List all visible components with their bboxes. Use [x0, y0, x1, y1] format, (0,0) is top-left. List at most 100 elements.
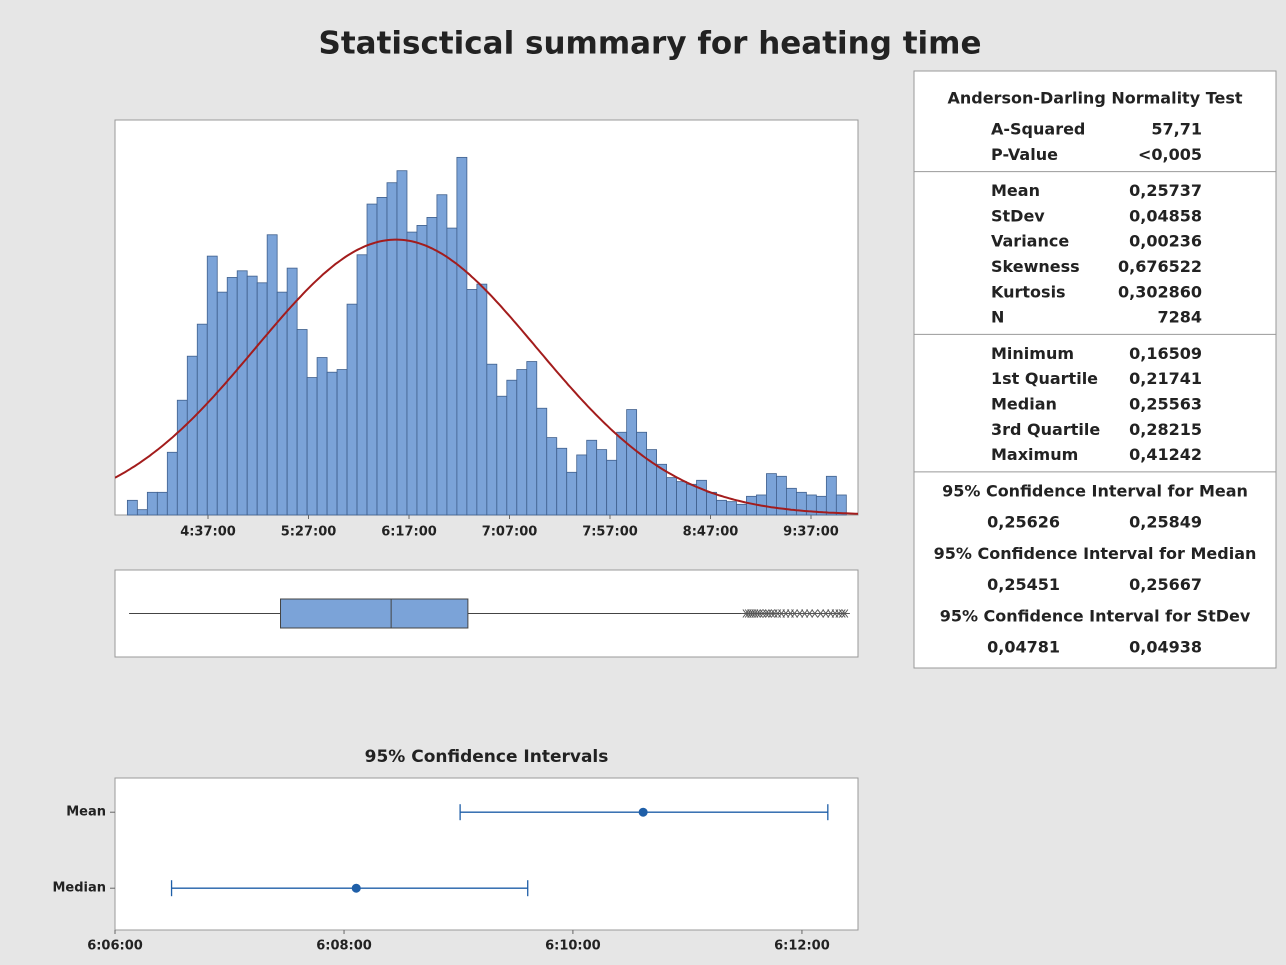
x-tick-label: 7:57:00 — [582, 525, 638, 540]
bar — [636, 431, 648, 516]
bar — [666, 477, 677, 516]
bar — [426, 217, 438, 516]
bar — [536, 407, 548, 516]
bar — [416, 225, 428, 516]
stat-label: Skewness — [991, 257, 1080, 276]
point — [351, 883, 361, 893]
bar — [136, 509, 148, 516]
bar — [126, 499, 138, 516]
point — [638, 807, 648, 817]
ci-lower: 0,25451 — [987, 575, 1060, 594]
bar — [146, 491, 158, 516]
bar — [246, 275, 258, 516]
bar — [556, 447, 568, 516]
bar — [216, 291, 228, 516]
stat-value: 7284 — [1157, 308, 1202, 327]
stat-value: 0,676522 — [1118, 257, 1202, 276]
table-header: 95% Confidence Interval for Mean — [942, 481, 1248, 500]
ci-lower: 0,04781 — [987, 637, 1060, 656]
bar — [396, 170, 408, 516]
x-tick-label: 6:17:00 — [381, 525, 437, 540]
bar — [446, 227, 458, 516]
interval-panel — [114, 777, 859, 931]
bar — [736, 503, 747, 516]
bar — [516, 369, 528, 516]
bar — [546, 437, 558, 516]
bar — [696, 479, 707, 516]
bar — [506, 379, 518, 516]
table-header: Anderson-Darling Normality Test — [947, 89, 1242, 108]
stat-value: 0,00236 — [1129, 232, 1202, 251]
bar — [166, 451, 178, 516]
bar — [706, 491, 717, 516]
stat-value: 57,71 — [1151, 120, 1202, 139]
stat-value: 0,21741 — [1129, 369, 1202, 388]
x-tick-label: 5:27:00 — [281, 525, 337, 540]
bar — [236, 270, 248, 516]
bar — [356, 254, 368, 516]
bar — [186, 355, 198, 516]
stat-value: <0,005 — [1138, 145, 1202, 164]
stat-label: A-Squared — [991, 120, 1085, 139]
ci-upper: 0,25849 — [1129, 512, 1202, 531]
stat-value: 0,04858 — [1129, 206, 1202, 225]
bar — [746, 495, 757, 516]
chart-title: Statisctical summary for heating time — [319, 26, 982, 62]
bar — [466, 289, 478, 516]
stat-value: 0,25737 — [1129, 181, 1202, 200]
stat-label: StDev — [991, 206, 1045, 225]
stat-label: Median — [991, 395, 1057, 414]
stats-table — [913, 70, 1277, 669]
stat-label: Maximum — [991, 445, 1078, 464]
bar — [825, 475, 837, 516]
stat-label: Kurtosis — [991, 282, 1066, 301]
bar — [386, 182, 398, 516]
bar — [686, 483, 697, 516]
bar — [406, 231, 418, 516]
stat-label: P-Value — [991, 145, 1058, 164]
bar — [486, 363, 498, 516]
stat-label: Minimum — [991, 344, 1074, 363]
bar — [296, 329, 308, 516]
bar — [616, 431, 628, 516]
bar — [436, 194, 448, 516]
bar — [576, 454, 588, 516]
bar — [566, 471, 578, 516]
bar — [626, 409, 638, 516]
bar — [726, 501, 737, 516]
ci-upper: 0,25667 — [1129, 575, 1202, 594]
stat-label: Variance — [991, 232, 1069, 251]
x-tick-label: 4:37:00 — [180, 525, 236, 540]
bar — [176, 399, 188, 516]
bar — [766, 473, 777, 516]
x-tick-label: 6:08:00 — [316, 939, 372, 954]
bar — [476, 283, 488, 516]
table-header: 95% Confidence Interval for StDev — [940, 606, 1251, 625]
bar — [366, 203, 378, 516]
outlier — [839, 609, 850, 618]
bar — [596, 449, 608, 516]
stat-label: N — [991, 308, 1004, 327]
stat-label: 3rd Quartile — [991, 420, 1100, 439]
bar — [526, 361, 538, 516]
bar — [326, 371, 338, 516]
stat-value: 0,16509 — [1129, 344, 1202, 363]
bar — [676, 481, 687, 516]
bar — [586, 439, 598, 516]
y-tick-label: Median — [52, 881, 106, 896]
stat-label: Mean — [991, 181, 1040, 200]
x-tick-label: 7:07:00 — [482, 525, 538, 540]
stat-value: 0,25563 — [1129, 395, 1202, 414]
stat-value: 0,302860 — [1118, 282, 1202, 301]
bar — [206, 255, 218, 516]
stat-label: 1st Quartile — [991, 369, 1098, 388]
bar — [276, 291, 288, 516]
bar — [316, 357, 328, 516]
ci-upper: 0,04938 — [1129, 637, 1202, 656]
bar — [376, 196, 388, 516]
bar — [156, 491, 168, 516]
bar — [496, 395, 508, 516]
x-tick-label: 6:10:00 — [545, 939, 601, 954]
x-tick-label: 8:47:00 — [683, 525, 739, 540]
